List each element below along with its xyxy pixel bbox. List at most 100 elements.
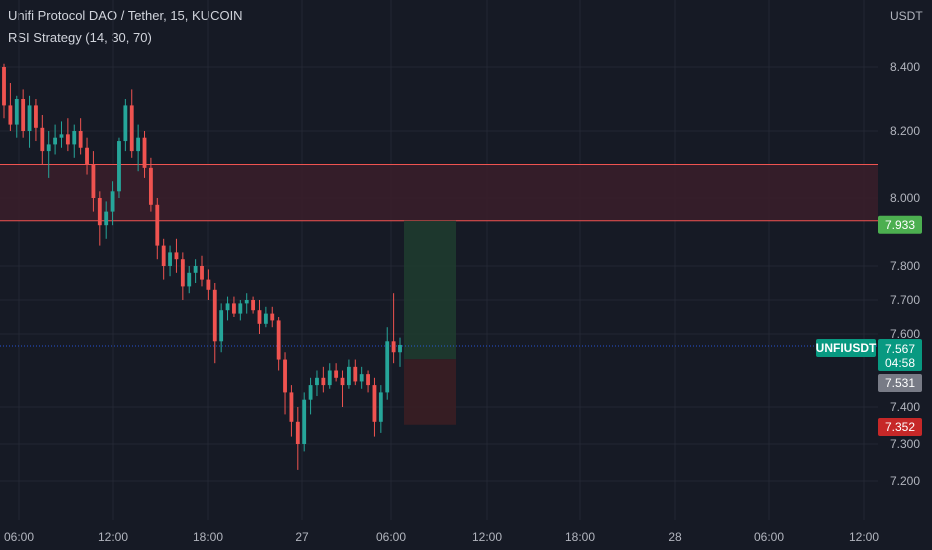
candle (193, 259, 198, 283)
candle (187, 266, 192, 294)
candle (212, 283, 217, 364)
candle-body (359, 374, 364, 382)
y-tick-label: 7.300 (890, 437, 920, 451)
candle-body (117, 141, 121, 192)
y-tick-label: 7.800 (890, 259, 920, 273)
candle-body (34, 105, 38, 128)
candle (97, 191, 102, 246)
symbol-tag: UNFIUSDT (816, 339, 877, 357)
stop-area (404, 359, 456, 425)
candle (238, 300, 243, 321)
candle (27, 95, 32, 148)
stop-price-tag-text: 7.352 (885, 420, 915, 434)
candle (200, 255, 204, 287)
candle (359, 366, 364, 389)
candle-body (187, 272, 192, 287)
candle (225, 296, 230, 321)
candle (110, 181, 115, 226)
candle-body (391, 341, 396, 353)
candle (353, 359, 358, 386)
entry-price-tag-bg (878, 374, 922, 392)
candle-body (219, 310, 224, 342)
candle (257, 300, 262, 334)
entry-price-tag: 7.531 (878, 374, 922, 392)
symbol-tag-text: UNFIUSDT (816, 341, 877, 355)
candle (321, 366, 326, 393)
candle-body (27, 105, 32, 131)
indicator-label[interactable]: RSI Strategy (14, 30, 70) (8, 30, 152, 45)
zone-fill (0, 164, 878, 221)
candle-body (193, 266, 198, 273)
entry-price-tag-text: 7.531 (885, 376, 915, 390)
candle (398, 337, 402, 367)
candle-body (85, 147, 89, 165)
symbol-tag-bg (816, 339, 876, 357)
candle (53, 124, 58, 155)
candle-body (340, 377, 345, 386)
candle-body (276, 320, 281, 360)
candle (391, 293, 396, 364)
candle (340, 370, 345, 407)
candle (206, 269, 211, 300)
candle (276, 317, 281, 371)
candle (315, 370, 319, 397)
chart-title: Unifi Protocol DAO / Tether, 15, KUCOIN (8, 8, 243, 23)
candle (155, 198, 160, 260)
x-tick-label: 12:00 (98, 530, 128, 544)
candle (129, 89, 134, 158)
candle-body (110, 191, 115, 212)
y-tick-label: 7.400 (890, 400, 920, 414)
candle (334, 363, 339, 382)
last-price-tag-bg (878, 339, 922, 371)
candle-body (212, 289, 217, 342)
candle-body (295, 421, 300, 444)
candle-body (398, 344, 402, 353)
candle-body (225, 303, 230, 311)
candle (65, 118, 70, 152)
candle (59, 121, 64, 148)
candle-body (72, 131, 77, 145)
x-tick-label: 18:00 (565, 530, 595, 544)
candle-body (168, 252, 172, 266)
candle-body (2, 67, 6, 106)
candle-body (270, 313, 275, 321)
candle-body (104, 211, 109, 226)
candle-body (327, 370, 332, 386)
candle (378, 385, 383, 433)
candle (14, 95, 19, 138)
candle-body (65, 134, 70, 145)
candle (78, 118, 83, 155)
candle (85, 137, 89, 175)
stop-price-tag: 7.352 (878, 418, 922, 436)
candle (104, 201, 109, 239)
candle-body (302, 399, 307, 444)
x-tick-label: 27 (295, 530, 309, 544)
candle (232, 296, 236, 317)
candle (385, 327, 390, 400)
zone-price-tag-bg (878, 215, 922, 234)
candle (168, 245, 172, 277)
x-tick-label: 28 (668, 530, 682, 544)
candle (21, 89, 26, 138)
candle (148, 157, 153, 212)
y-tick-label: 7.200 (890, 474, 920, 488)
zone-price-tag: 7.933 (878, 215, 922, 234)
candle-body (123, 105, 128, 142)
position-tool (0, 220, 878, 425)
candle-body (378, 392, 383, 422)
candle (40, 115, 45, 165)
candle (142, 131, 147, 178)
y-tick-label: 7.700 (890, 293, 920, 307)
candle-body (315, 377, 319, 386)
time-axis: 06:00 12:00 18:00 27 06:00 12:00 18:00 28 06:00 1… (4, 530, 879, 544)
candle (161, 238, 166, 280)
candle-body (91, 164, 96, 198)
x-tick-label: 12:00 (849, 530, 879, 544)
candle (283, 352, 287, 415)
resistance-zone (0, 164, 878, 222)
candle-body (385, 341, 390, 393)
candle-body (251, 300, 256, 311)
x-tick-label: 06:00 (376, 530, 406, 544)
y-tick-label: 8.000 (890, 191, 920, 205)
